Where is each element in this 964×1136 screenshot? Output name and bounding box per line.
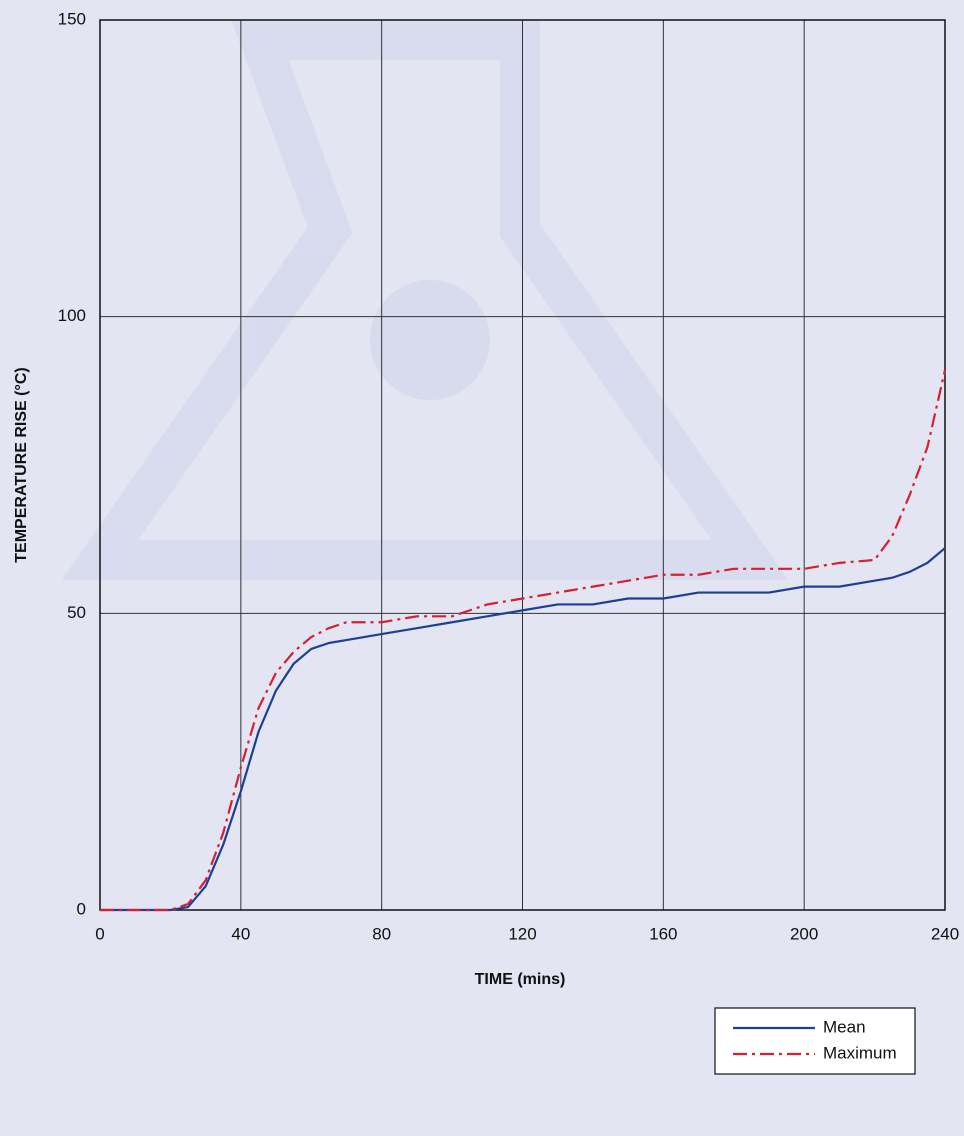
x-tick-label: 40 <box>231 924 250 943</box>
y-tick-label: 0 <box>77 899 86 918</box>
y-axis-title: TEMPERATURE RISE (°C) <box>13 367 30 562</box>
series-line <box>100 547 946 912</box>
x-tick-label: 240 <box>931 924 959 943</box>
legend-label: Mean <box>823 1017 866 1036</box>
watermark-flask <box>61 20 789 580</box>
watermark <box>61 20 789 580</box>
legend-label: Maximum <box>823 1043 897 1062</box>
y-tick-label: 150 <box>58 9 86 28</box>
x-tick-label: 0 <box>95 924 104 943</box>
plot-frame <box>99 19 946 911</box>
y-tick-label: 50 <box>67 603 86 622</box>
x-tick-label: 80 <box>372 924 391 943</box>
x-axis-title: TIME (mins) <box>475 971 566 988</box>
x-tick-label: 120 <box>508 924 536 943</box>
legend-box <box>714 1007 916 1075</box>
y-tick-label: 100 <box>58 306 86 325</box>
x-tick-label: 200 <box>790 924 818 943</box>
series-line <box>100 369 947 912</box>
legend: Mean Maximum <box>714 1007 916 1075</box>
watermark-sun <box>370 280 490 400</box>
x-tick-label: 160 <box>649 924 677 943</box>
